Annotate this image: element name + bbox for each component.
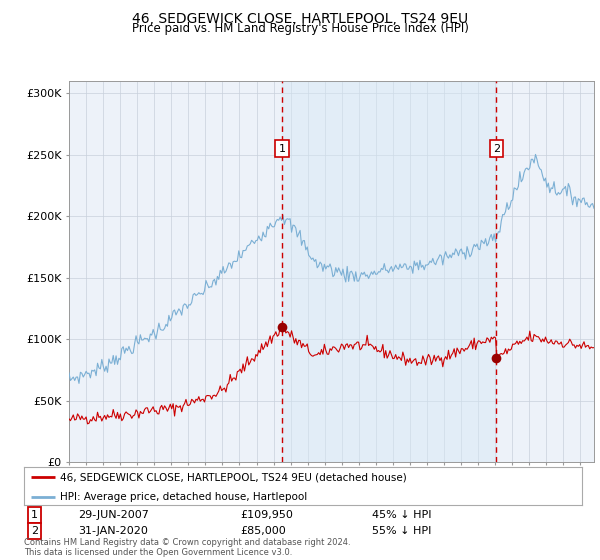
Text: 1: 1	[31, 510, 38, 520]
Text: 29-JUN-2007: 29-JUN-2007	[78, 510, 149, 520]
Text: £85,000: £85,000	[240, 526, 286, 536]
Text: Contains HM Land Registry data © Crown copyright and database right 2024.
This d: Contains HM Land Registry data © Crown c…	[24, 538, 350, 557]
Text: Price paid vs. HM Land Registry's House Price Index (HPI): Price paid vs. HM Land Registry's House …	[131, 22, 469, 35]
Text: 45% ↓ HPI: 45% ↓ HPI	[372, 510, 431, 520]
Text: 46, SEDGEWICK CLOSE, HARTLEPOOL, TS24 9EU: 46, SEDGEWICK CLOSE, HARTLEPOOL, TS24 9E…	[132, 12, 468, 26]
Text: 2: 2	[31, 526, 38, 536]
Text: 2: 2	[493, 144, 500, 154]
Bar	[282, 81, 496, 462]
Text: HPI: Average price, detached house, Hartlepool: HPI: Average price, detached house, Hart…	[60, 492, 308, 502]
Text: £109,950: £109,950	[240, 510, 293, 520]
Text: 55% ↓ HPI: 55% ↓ HPI	[372, 526, 431, 536]
Text: 46, SEDGEWICK CLOSE, HARTLEPOOL, TS24 9EU (detached house): 46, SEDGEWICK CLOSE, HARTLEPOOL, TS24 9E…	[60, 472, 407, 482]
Text: 1: 1	[278, 144, 286, 154]
Text: 31-JAN-2020: 31-JAN-2020	[78, 526, 148, 536]
